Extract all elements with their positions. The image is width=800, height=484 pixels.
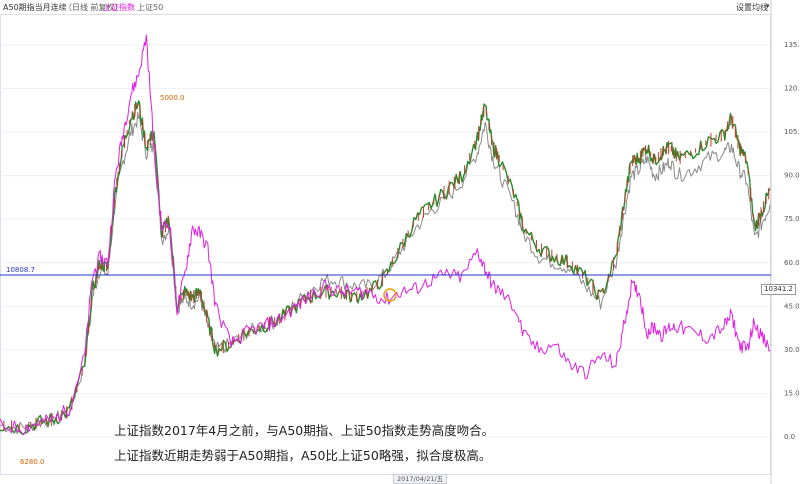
series-line-sh_composite bbox=[0, 34, 771, 435]
y-tick-label: 15.0 bbox=[784, 389, 800, 397]
period-label: （日线 前复权） bbox=[64, 3, 123, 12]
grid-lines bbox=[0, 44, 770, 438]
hline-label: 10808.7 bbox=[6, 266, 35, 274]
series-line-a50 bbox=[0, 100, 771, 436]
series-layer bbox=[0, 34, 771, 436]
caption-line-2: 上证指数近期走势弱于A50期指，A50比上证50略强，拟合度极高。 bbox=[114, 448, 492, 463]
y-tick-label: 120.0 bbox=[784, 85, 800, 93]
y-axis-ticks: 135.0 120.0 105.0 90.0 75.0 60.0 45.0 30.0 15.0 0… bbox=[784, 41, 800, 441]
y-tick-label: 0.0 bbox=[784, 433, 795, 441]
legend-sh-composite[interactable]: 上证指数 bbox=[103, 3, 135, 12]
date-cursor-label: 2017/04/21/五 bbox=[393, 474, 448, 484]
caption: 上证指数2017年4月之前，与A50期指、上证50指数走势高度吻合。 上证指数近… bbox=[114, 418, 534, 468]
y-tick-label: 75.0 bbox=[784, 215, 800, 223]
price-tag: 10341.2 bbox=[761, 284, 796, 295]
caption-line-1: 上证指数2017年4月之前，与A50期指、上证50指数走势高度吻合。 bbox=[114, 423, 495, 438]
low-label: 6280.0 bbox=[20, 458, 45, 466]
settings-button[interactable]: 设置均线 bbox=[736, 3, 768, 12]
y-tick-label: 30.0 bbox=[784, 346, 800, 354]
y-tick-label: 105.0 bbox=[784, 128, 800, 136]
legend-sz50[interactable]: 上证50 bbox=[137, 3, 164, 12]
peak-label: 5000.0 bbox=[160, 94, 185, 102]
instrument-title[interactable]: A50期指当月连续 bbox=[3, 3, 67, 12]
chevron-down-icon[interactable]: ▾ bbox=[766, 2, 770, 10]
y-tick-label: 135.0 bbox=[784, 41, 800, 49]
date-axis: 2017/04/21/五 bbox=[0, 474, 800, 484]
y-tick-label: 45.0 bbox=[784, 302, 800, 310]
y-tick-label: 60.0 bbox=[784, 259, 800, 267]
plot-frame bbox=[0, 14, 771, 475]
series-line-sz50 bbox=[0, 111, 771, 435]
y-tick-label: 90.0 bbox=[784, 172, 800, 180]
chart-header: A50期指当月连续 （日线 前复权） 上证指数 上证50 设置均线 ▾ bbox=[0, 0, 800, 14]
highlight-circle bbox=[383, 288, 397, 302]
